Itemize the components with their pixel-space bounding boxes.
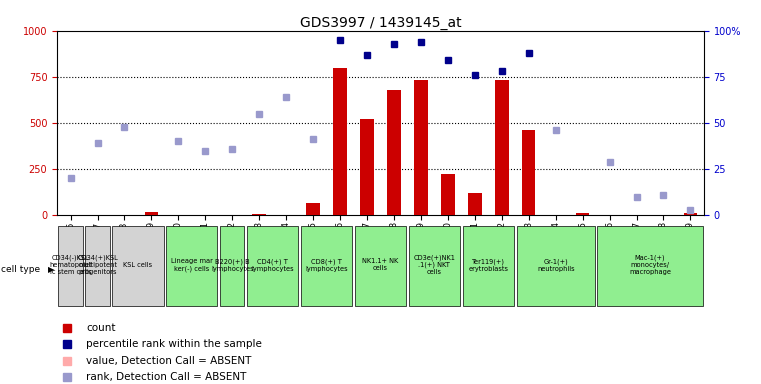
Text: Lineage mar
ker(-) cells: Lineage mar ker(-) cells [171, 258, 213, 272]
Bar [85, 226, 110, 306]
Title: GDS3997 / 1439145_at: GDS3997 / 1439145_at [300, 16, 461, 30]
Text: NK1.1+ NK
cells: NK1.1+ NK cells [362, 258, 399, 271]
Bar [463, 226, 514, 306]
Bar [387, 90, 401, 215]
Text: value, Detection Call = ABSENT: value, Detection Call = ABSENT [86, 356, 252, 366]
Bar [597, 226, 702, 306]
Bar [220, 226, 244, 306]
Bar [517, 226, 595, 306]
Bar [441, 174, 454, 215]
Bar [360, 119, 374, 215]
Bar [166, 226, 218, 306]
Text: CD34(-)KSL
hematopoiet
ic stem cells: CD34(-)KSL hematopoiet ic stem cells [49, 255, 92, 275]
Text: KSL cells: KSL cells [123, 262, 152, 268]
Text: Mac-1(+)
monocytes/
macrophage: Mac-1(+) monocytes/ macrophage [629, 255, 671, 275]
Text: Ter119(+)
erytroblasts: Ter119(+) erytroblasts [468, 258, 508, 272]
Text: cell type: cell type [1, 265, 40, 274]
Bar [253, 214, 266, 215]
Bar [333, 68, 347, 215]
Bar [468, 193, 482, 215]
Text: ▶: ▶ [48, 265, 55, 274]
Bar [59, 226, 83, 306]
Bar [301, 226, 352, 306]
Text: Gr-1(+)
neutrophils: Gr-1(+) neutrophils [537, 258, 575, 272]
Bar [355, 226, 406, 306]
Bar [576, 213, 589, 215]
Bar [409, 226, 460, 306]
Text: B220(+) B
lymphocytes: B220(+) B lymphocytes [211, 258, 253, 272]
Bar [247, 226, 298, 306]
Text: rank, Detection Call = ABSENT: rank, Detection Call = ABSENT [86, 372, 247, 382]
Bar [113, 226, 164, 306]
Bar [145, 212, 158, 215]
Text: CD3e(+)NK1
.1(+) NKT
cells: CD3e(+)NK1 .1(+) NKT cells [413, 255, 455, 275]
Text: CD8(+) T
lymphocytes: CD8(+) T lymphocytes [305, 258, 348, 272]
Bar [307, 203, 320, 215]
Text: CD4(+) T
lymphocytes: CD4(+) T lymphocytes [251, 258, 294, 272]
Text: CD34(+)KSL
multipotent
progenitors: CD34(+)KSL multipotent progenitors [77, 255, 118, 275]
Bar [683, 213, 697, 215]
Text: percentile rank within the sample: percentile rank within the sample [86, 339, 262, 349]
Text: count: count [86, 323, 116, 333]
Bar [495, 81, 508, 215]
Bar [414, 81, 428, 215]
Bar [522, 130, 536, 215]
